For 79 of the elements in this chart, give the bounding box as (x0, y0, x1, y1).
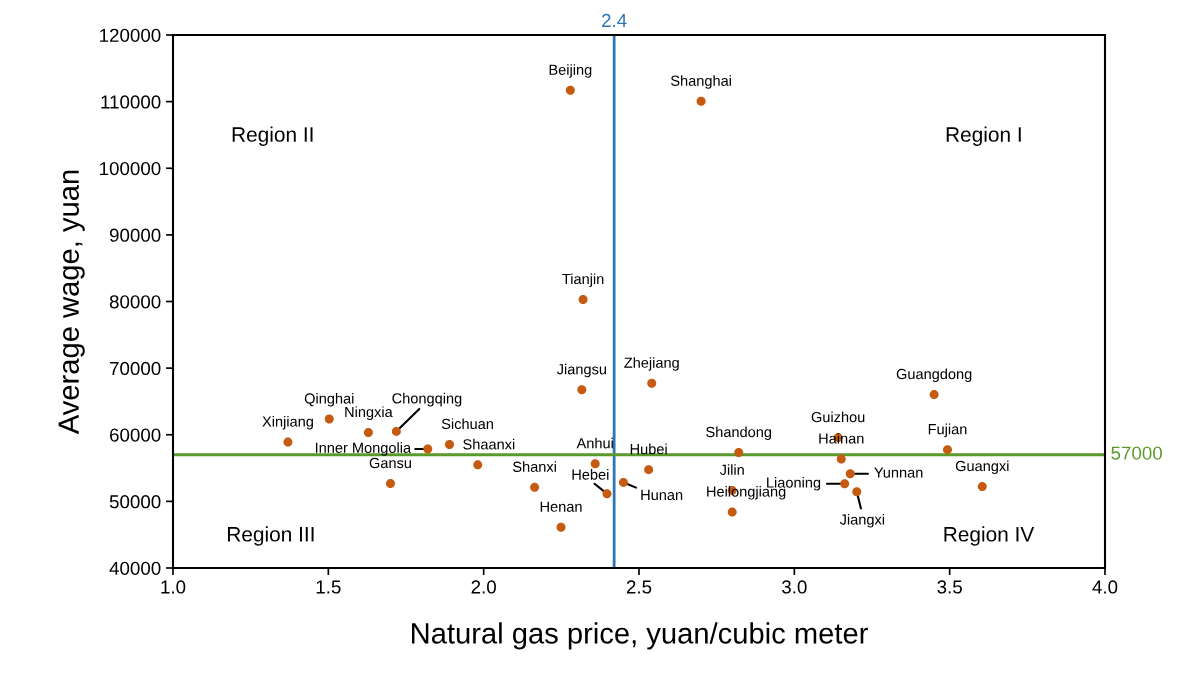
annotation: Guizhou (811, 411, 865, 423)
y-tick-label: 90000 (109, 228, 161, 242)
point (977, 482, 987, 492)
annotation: Gansu (369, 457, 411, 469)
annotation: Beijing (549, 64, 592, 78)
ref-line-label: 2.4 (602, 13, 627, 27)
point (727, 507, 737, 517)
y-tick-label: 100000 (100, 161, 161, 176)
point (942, 445, 952, 455)
annotation: Region I (946, 126, 1021, 146)
annotation: Ningxia (345, 406, 393, 420)
annotation: Inner Mongolia (315, 442, 412, 456)
ref-line-label: 57000 (1111, 446, 1162, 460)
annotation: Shaanxi (463, 438, 515, 450)
annotation: Region IV (944, 526, 1035, 546)
x-tick-label: 2.5 (626, 580, 652, 594)
x-tick-label: 4.0 (1092, 580, 1118, 594)
point (363, 427, 373, 437)
annotation: Jilin (719, 464, 744, 475)
annotation: Anhui (576, 437, 613, 449)
annotation: Yunnan (874, 467, 923, 478)
point (391, 426, 401, 436)
annotation: Tianjin (562, 273, 604, 287)
y-tick-label: 50000 (109, 495, 161, 509)
point (836, 454, 846, 464)
point (845, 469, 855, 479)
annotation: Xinjiang (262, 415, 313, 430)
point (644, 465, 654, 475)
x-tick-label: 1.5 (316, 580, 341, 594)
point (565, 85, 575, 95)
annotation: Shandong (706, 426, 772, 441)
point (618, 477, 628, 487)
annotation: Shanxi (512, 461, 556, 472)
y-tick-label: 70000 (110, 361, 161, 376)
annotation: Hunan (641, 489, 683, 501)
point (590, 459, 600, 469)
y-tick-label: 60000 (110, 428, 161, 442)
annotation: Guangxi (955, 460, 1009, 475)
point (929, 390, 939, 400)
point (577, 385, 587, 395)
y-tick-label: 110000 (101, 95, 161, 109)
point (852, 487, 862, 497)
annotation: Shanghai (670, 75, 731, 89)
point (423, 444, 433, 454)
point (530, 482, 540, 492)
annotation: Qinghai (304, 392, 354, 407)
annotation: Hubei (630, 443, 667, 455)
y-tick-label: 80000 (109, 295, 161, 309)
annotation: Zhejiang (624, 357, 679, 371)
x-tick-label: 2.0 (471, 580, 496, 594)
point (324, 414, 334, 424)
annotation: Region III (227, 526, 314, 546)
point (602, 489, 612, 499)
point (473, 460, 483, 470)
annotation: Guangdong (896, 368, 972, 383)
annotation: Chongqing (392, 392, 462, 407)
y-axis-title: Average wage, yuan (58, 170, 85, 435)
point (283, 437, 293, 447)
point (647, 378, 657, 388)
point (578, 295, 588, 304)
x-axis-title: Natural gas price, yuan/cubic meter (412, 622, 868, 650)
annotation: Sichuan (441, 418, 493, 430)
x-tick-label: 3.5 (937, 580, 962, 594)
annotation: Jiangxi (839, 514, 885, 528)
point (696, 96, 706, 106)
y-tick-label: 40000 (109, 561, 161, 575)
point (840, 479, 850, 489)
annotation: Region II (232, 126, 313, 146)
x-tick-label: 3.0 (782, 580, 807, 594)
annotation: Henan (540, 501, 582, 512)
annotation: Fujian (928, 423, 967, 438)
point (444, 439, 454, 449)
point (385, 479, 395, 489)
point (556, 522, 566, 532)
y-tick-label: 120000 (100, 28, 161, 42)
x-tick-label: 1.0 (161, 580, 186, 594)
point (734, 448, 744, 458)
annotation: Jiangsu (556, 363, 606, 378)
annotation: Hebei (572, 469, 609, 480)
